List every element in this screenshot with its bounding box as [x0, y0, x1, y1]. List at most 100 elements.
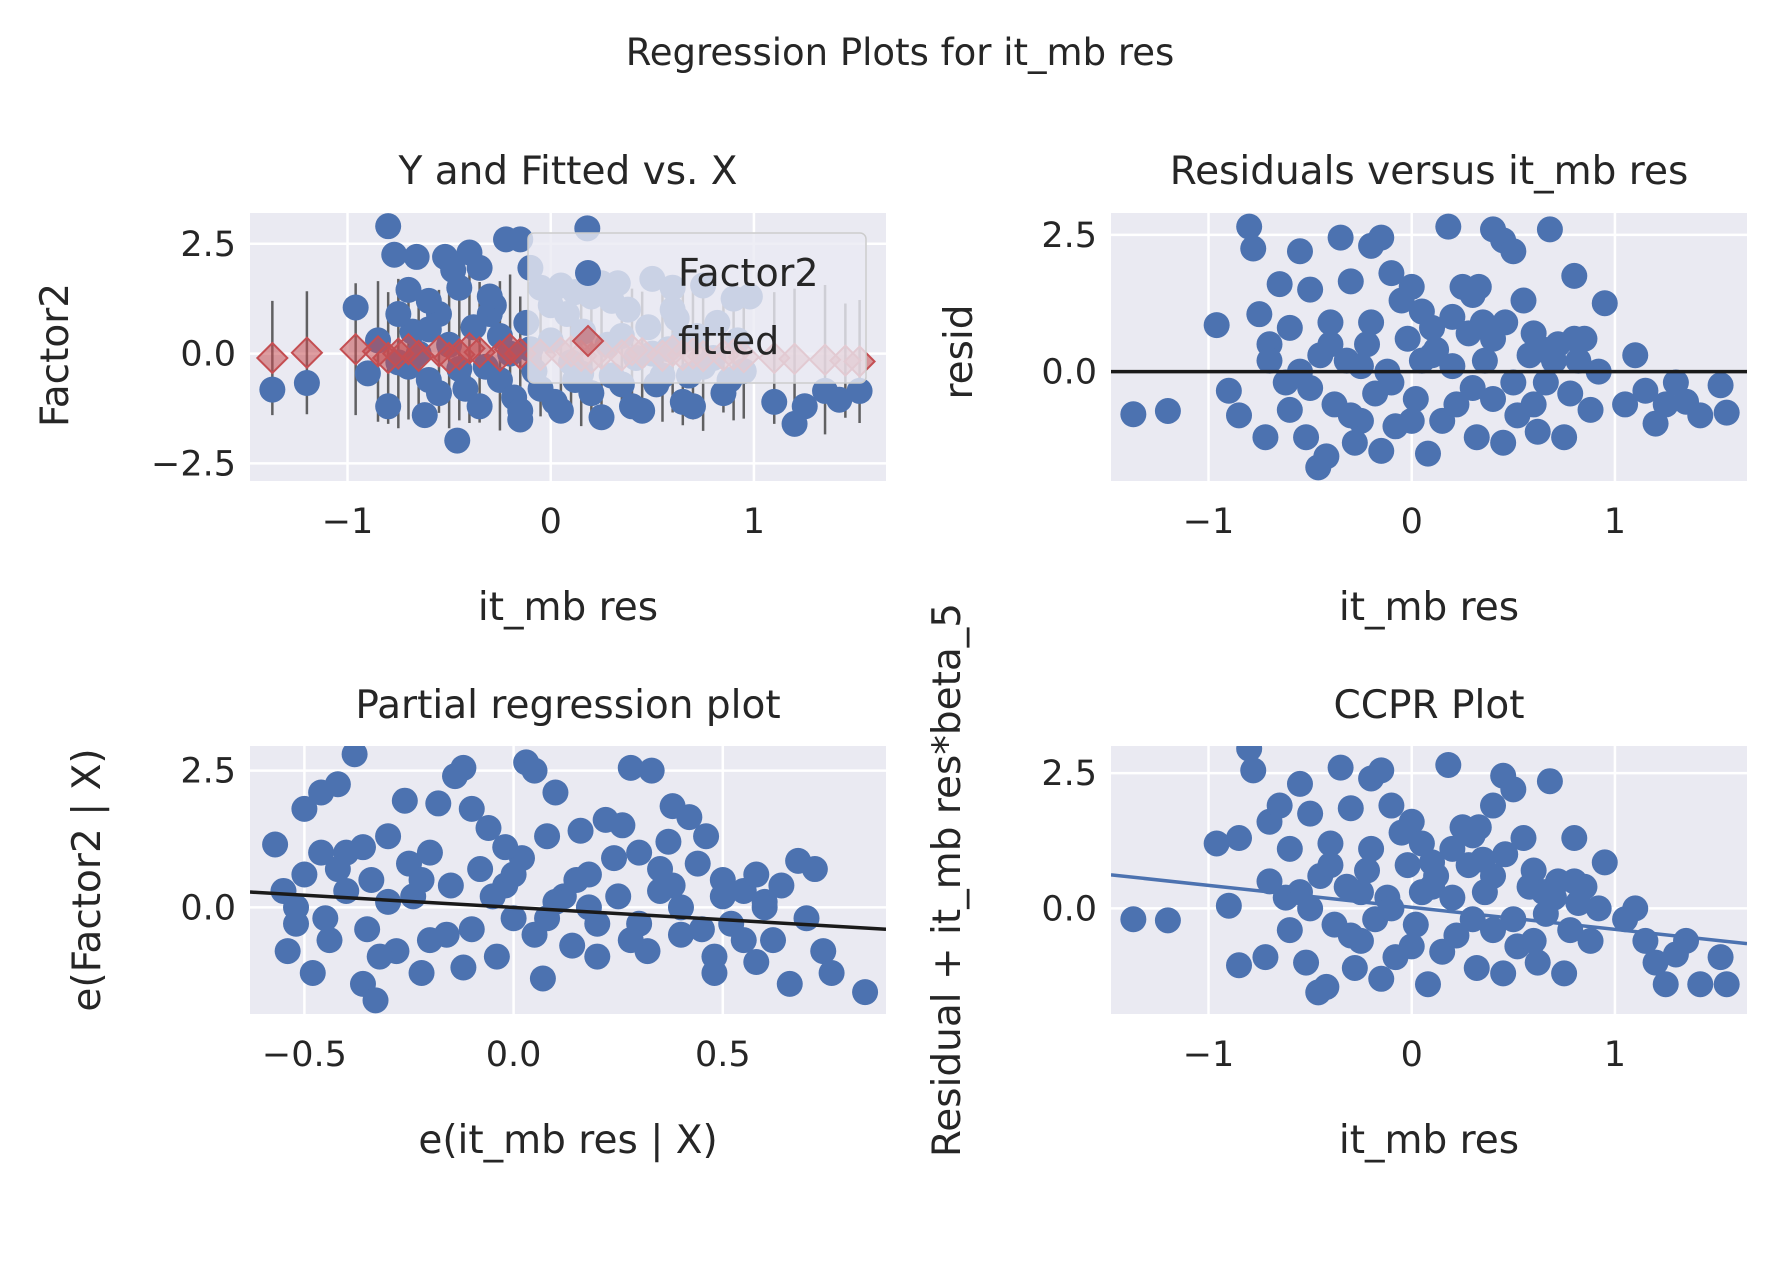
x-tick-label: 0.5: [695, 1035, 751, 1075]
data-point: [521, 757, 548, 784]
y-axis-label: e(Factor2 | X): [65, 748, 110, 1011]
data-point: [1394, 852, 1421, 879]
fitted-point: [290, 336, 324, 370]
data-point: [1591, 290, 1618, 317]
data-point: [743, 861, 770, 888]
data-point: [1378, 895, 1405, 922]
data-point: [667, 921, 694, 948]
data-point: [534, 905, 561, 932]
data-point: [1463, 424, 1490, 451]
data-point: [375, 393, 402, 420]
data-point: [1317, 309, 1344, 336]
data-point: [617, 927, 644, 954]
data-point: [1394, 325, 1421, 352]
data-point: [1368, 965, 1395, 992]
panel-title: Partial regression plot: [355, 683, 780, 728]
data-point: [1459, 375, 1486, 402]
data-point: [1266, 271, 1293, 298]
data-point: [1687, 971, 1714, 998]
data-point: [1652, 971, 1679, 998]
data-point: [354, 360, 381, 387]
data-point: [283, 894, 310, 921]
legend-label: Factor2: [678, 251, 819, 295]
data-point: [1154, 397, 1181, 424]
data-point: [1286, 770, 1313, 797]
data-point: [1471, 347, 1498, 374]
data-point: [467, 856, 494, 883]
data-point: [1612, 391, 1639, 418]
y-tick-label: 0.0: [180, 888, 236, 928]
data-point: [316, 927, 343, 954]
data-point: [541, 388, 568, 415]
x-axis-label: it_mb res: [478, 585, 658, 630]
data-point: [1327, 754, 1354, 781]
data-point: [1622, 895, 1649, 922]
data-point: [425, 790, 452, 817]
data-point: [293, 370, 320, 397]
data-point: [743, 949, 770, 976]
data-point: [1337, 795, 1364, 822]
data-point: [1226, 402, 1253, 429]
data-point: [542, 779, 569, 806]
y-axis-label: resid: [937, 304, 982, 399]
y-tick-label: 0.0: [1041, 889, 1097, 929]
data-point: [1465, 273, 1492, 300]
data-point: [1551, 424, 1578, 451]
data-point: [1561, 825, 1588, 852]
y-tick-label: 2.5: [1041, 216, 1097, 256]
data-point: [1490, 429, 1517, 456]
data-point: [667, 894, 694, 921]
data-point: [1240, 235, 1267, 262]
x-tick-label: 0: [1401, 502, 1423, 542]
data-point: [1368, 224, 1395, 251]
fitted-point: [339, 332, 373, 366]
data-point: [324, 856, 351, 883]
data-point: [1490, 960, 1517, 987]
data-point: [1276, 396, 1303, 423]
data-point: [475, 815, 502, 842]
y-axis-label: Factor2: [33, 283, 78, 427]
data-point: [437, 872, 464, 899]
plot-area: −1 0 1 0.0 2.5: [1041, 213, 1747, 542]
data-point: [676, 804, 703, 831]
y-tick-label: 2.5: [1041, 754, 1097, 794]
data-point: [1713, 971, 1740, 998]
data-point: [362, 987, 389, 1014]
data-point: [1240, 757, 1267, 784]
data-point: [761, 388, 788, 415]
data-point: [507, 397, 534, 424]
x-axis-label: e(it_mb res | X): [418, 1118, 717, 1163]
data-point: [366, 943, 393, 970]
data-point: [1500, 238, 1527, 265]
y-tick-label: 0.0: [180, 335, 236, 375]
data-point: [458, 795, 485, 822]
data-point: [259, 376, 286, 403]
x-tick-label: 0.0: [486, 1035, 542, 1075]
data-point: [375, 213, 402, 240]
data-point: [1408, 298, 1435, 325]
data-point: [1591, 849, 1618, 876]
data-point: [1317, 852, 1344, 879]
data-point: [776, 970, 803, 997]
data-point: [1266, 792, 1293, 819]
data-point: [1226, 952, 1253, 979]
data-point: [810, 938, 837, 965]
data-point: [559, 932, 586, 959]
data-point: [1561, 262, 1588, 289]
data-point: [1337, 268, 1364, 295]
data-point: [584, 943, 611, 970]
data-point: [1532, 369, 1559, 396]
data-point: [1215, 892, 1242, 919]
panel-partial-regression: Partial regression plot e(it_mb res | X)…: [65, 683, 886, 1163]
data-point: [709, 883, 736, 910]
data-point: [1673, 927, 1700, 954]
data-point: [1317, 830, 1344, 857]
data-point: [1203, 830, 1230, 857]
data-point: [299, 959, 326, 986]
data-point: [1500, 776, 1527, 803]
x-tick-label: 1: [743, 502, 765, 542]
data-point: [1480, 792, 1507, 819]
data-point: [341, 746, 368, 768]
data-point: [1510, 825, 1537, 852]
data-point: [415, 366, 442, 393]
